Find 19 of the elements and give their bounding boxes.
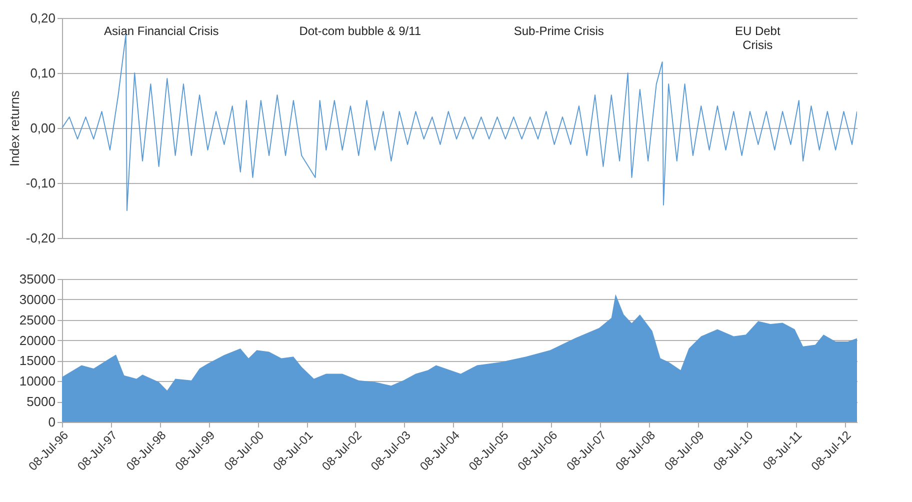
y-tick-label: 0,00 [30, 120, 56, 136]
annotation: EU Debt Crisis [734, 24, 781, 52]
annotation: Dot-com bubble & 9/11 [299, 24, 422, 38]
annotation: Asian Financial Crisis [104, 24, 219, 38]
y-tick-label: 20000 [19, 332, 56, 348]
y-tick-label: 0,10 [30, 66, 56, 80]
y-tick-label: 0,20 [30, 10, 56, 26]
y-tick-label: 0 [48, 414, 56, 430]
y-tick-label: 15000 [19, 353, 56, 368]
y-axis-title: Index returns [6, 90, 22, 166]
y-tick-label: 35000 [19, 272, 56, 286]
y-tick-label: -0,20 [26, 230, 56, 246]
y-tick-label: 10000 [19, 374, 56, 389]
annotation: Sub-Prime Crisis [514, 24, 604, 38]
y-tick-label: -0,10 [26, 176, 56, 190]
y-tick-label: 5000 [26, 394, 56, 410]
y-tick-label: 25000 [19, 312, 56, 328]
y-tick-label: 30000 [19, 292, 56, 307]
line-series [62, 34, 857, 211]
